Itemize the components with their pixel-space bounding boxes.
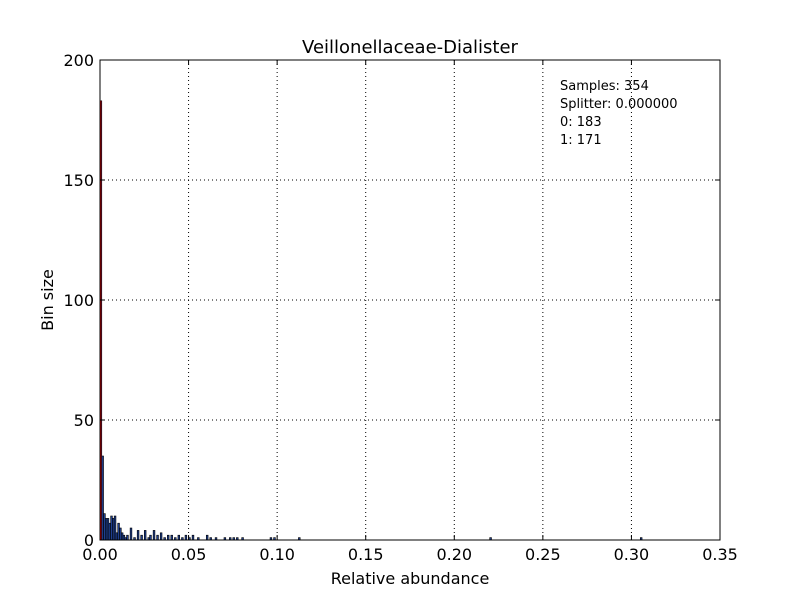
x-axis-label: Relative abundance	[331, 569, 490, 588]
histogram-bar	[136, 530, 140, 541]
x-tick-label: 0.35	[702, 545, 738, 564]
histogram-bar	[152, 530, 156, 541]
x-tick-label: 0.15	[348, 545, 384, 564]
histogram-bar	[143, 530, 147, 541]
annotation-samples: Samples: 354	[560, 79, 649, 94]
histogram-bar	[205, 534, 209, 541]
histogram-bar	[129, 527, 133, 541]
annotation-count-1: 1: 171	[560, 133, 602, 148]
y-tick-label: 150	[63, 171, 94, 190]
y-tick-label: 0	[84, 531, 94, 550]
stats-annotation: Samples: 354 Splitter: 0.000000 0: 183 1…	[560, 79, 678, 148]
histogram-bar	[156, 534, 159, 541]
histogram-bar	[177, 534, 181, 541]
y-axis-label: Bin size	[38, 269, 57, 331]
x-tick-label: 0.30	[614, 545, 650, 564]
histogram-bar	[191, 534, 195, 541]
axis-ticks	[99, 59, 721, 541]
histogram-bar	[159, 532, 163, 541]
x-tick-label: 0.05	[171, 545, 207, 564]
histogram-bar	[170, 534, 173, 541]
y-tick-labels: 0 50 100 150 200	[63, 51, 94, 550]
annotation-count-0: 0: 183	[560, 115, 602, 130]
histogram-bar	[140, 534, 143, 541]
x-tick-label: 0.10	[259, 545, 295, 564]
x-tick-labels: 0.00 0.05 0.10 0.15 0.20 0.25 0.30 0.35	[82, 545, 738, 564]
y-tick-label: 200	[63, 51, 94, 70]
x-tick-label: 0.20	[436, 545, 472, 564]
x-tick-label: 0.00	[82, 545, 118, 564]
annotation-splitter: Splitter: 0.000000	[560, 97, 678, 112]
histogram-bar	[184, 534, 188, 541]
histogram-bar	[126, 534, 129, 541]
histogram-bar	[167, 534, 170, 541]
chart-title: Veillonellaceae-Dialister	[302, 37, 518, 58]
y-tick-label: 100	[63, 291, 94, 310]
grid-lines	[100, 60, 720, 540]
y-tick-label: 50	[74, 411, 94, 430]
histogram-bar	[149, 534, 152, 541]
x-tick-label: 0.25	[525, 545, 561, 564]
